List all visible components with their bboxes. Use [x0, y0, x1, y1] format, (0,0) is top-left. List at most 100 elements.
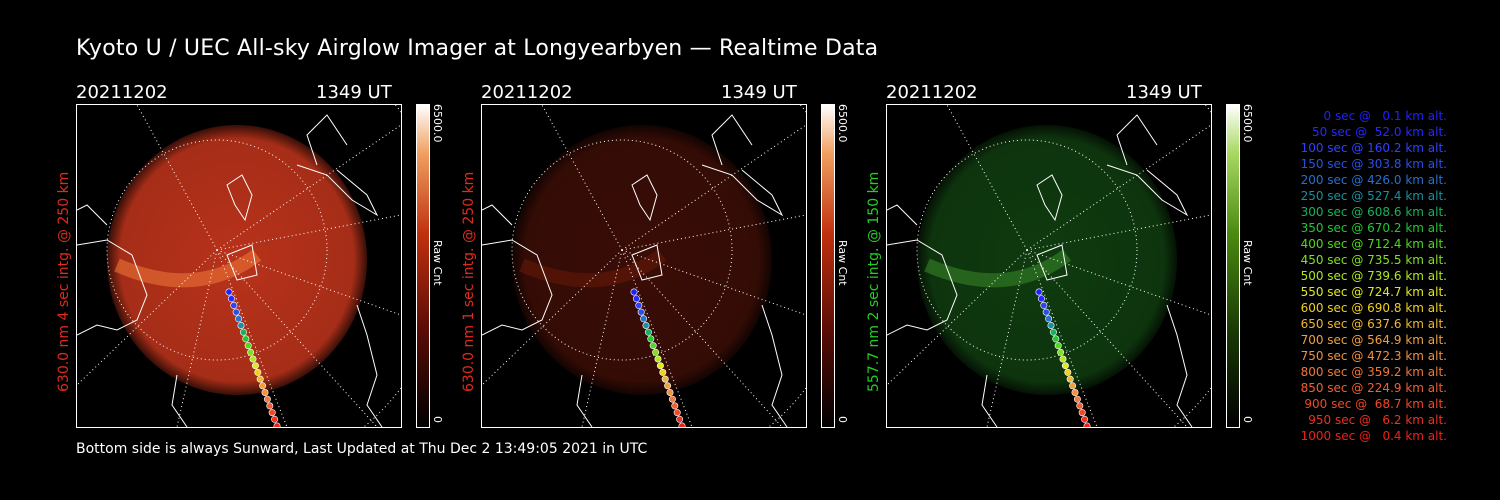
trajectory-point [630, 288, 638, 296]
colorbar-min-label: 0 [1241, 416, 1254, 423]
legend-row: 400 sec @ 712.4 km alt. [1296, 237, 1447, 251]
footer-note: Bottom side is always Sunward, Last Upda… [76, 441, 648, 457]
trajectory-point [1045, 315, 1053, 323]
colorbar-max-label: 6500.0 [431, 104, 444, 143]
legend-row: 300 sec @ 608.6 km alt. [1296, 205, 1447, 219]
panel-time: 1349 UT [1126, 82, 1202, 103]
trajectory-point [1064, 368, 1072, 376]
trajectory-point [256, 375, 264, 383]
trajectory-point [271, 415, 279, 423]
trajectory-point [263, 395, 271, 403]
trajectory-point [644, 328, 652, 336]
trajectory-point [635, 301, 643, 309]
trajectory-point [235, 315, 243, 323]
legend-row: 150 sec @ 303.8 km alt. [1296, 157, 1447, 171]
legend-row: 550 sec @ 724.7 km alt. [1296, 285, 1447, 299]
trajectory-point [273, 422, 281, 427]
colorbar-max-label: 6500.0 [836, 104, 849, 143]
legend-row: 100 sec @ 160.2 km alt. [1296, 141, 1447, 155]
trajectory-point [673, 409, 681, 417]
colorbar-unit-label: Raw Cnt [1241, 240, 1254, 286]
panel-2: 20211202 1349 UT 630.0 nm 1 sec intg. @ … [461, 80, 901, 430]
panel-date: 20211202 [481, 82, 573, 103]
legend-row: 950 sec @ 6.2 km alt. [1304, 413, 1447, 427]
trajectory-point [676, 415, 684, 423]
legend-row: 0 sec @ 0.1 km alt. [1312, 109, 1447, 123]
legend-row: 700 sec @ 564.9 km alt. [1296, 333, 1447, 347]
trajectory-point [239, 328, 247, 336]
trajectory-point [249, 355, 257, 363]
colorbar-max-label: 6500.0 [1241, 104, 1254, 143]
panel-time: 1349 UT [721, 82, 797, 103]
trajectory-point [1073, 395, 1081, 403]
trajectory-point [1076, 402, 1084, 410]
trajectory-point [268, 409, 276, 417]
trajectory-point [1059, 355, 1067, 363]
panel-date: 20211202 [886, 82, 978, 103]
trajectory-point [664, 382, 672, 390]
trajectory-point [1052, 335, 1060, 343]
panel-time: 1349 UT [316, 82, 392, 103]
legend-row: 350 sec @ 670.2 km alt. [1296, 221, 1447, 235]
trajectory-point [640, 315, 648, 323]
trajectory-point [1047, 322, 1055, 330]
trajectory-point [642, 322, 650, 330]
legend-row: 200 sec @ 426.0 km alt. [1296, 173, 1447, 187]
trajectory-point [652, 348, 660, 356]
colorbar [821, 104, 835, 428]
trajectory-point [1078, 409, 1086, 417]
wavelength-label: 557.7 nm 2 sec intg. @ 150 km [866, 171, 882, 392]
panel-3: 20211202 1349 UT 557.7 nm 2 sec intg. @ … [866, 80, 1306, 430]
legend-row: 500 sec @ 739.6 km alt. [1296, 269, 1447, 283]
aurora-arc [519, 249, 667, 288]
trajectory-point [227, 295, 235, 303]
legend-row: 800 sec @ 359.2 km alt. [1296, 365, 1447, 379]
legend-row: 900 sec @ 68.7 km alt. [1300, 397, 1447, 411]
page-title: Kyoto U / UEC All-sky Airglow Imager at … [76, 36, 879, 61]
trajectory-point [1054, 342, 1062, 350]
allsky-image [886, 104, 1212, 428]
trajectory-point [661, 375, 669, 383]
trajectory-point [1081, 415, 1089, 423]
aurora-arc [924, 249, 1072, 288]
trajectory-point [1049, 328, 1057, 336]
wavelength-label: 630.0 nm 1 sec intg. @ 250 km [461, 171, 477, 392]
trajectory-point [1042, 308, 1050, 316]
wavelength-label: 630.0 nm 4 sec intg. @ 250 km [56, 171, 72, 392]
trajectory-point [1057, 348, 1065, 356]
trajectory-point [1040, 301, 1048, 309]
trajectory-point [247, 348, 255, 356]
colorbar-min-label: 0 [431, 416, 444, 423]
colorbar [1226, 104, 1240, 428]
trajectory-point [254, 368, 262, 376]
trajectory-point [232, 308, 240, 316]
legend-row: 1000 sec @ 0.4 km alt. [1300, 429, 1447, 443]
trajectory-point [261, 388, 269, 396]
trajectory-point [637, 308, 645, 316]
colorbar [416, 104, 430, 428]
trajectory-point [259, 382, 267, 390]
trajectory-point [671, 402, 679, 410]
trajectory-point [632, 295, 640, 303]
legend-row: 650 sec @ 637.6 km alt. [1296, 317, 1447, 331]
legend-row: 850 sec @ 224.9 km alt. [1296, 381, 1447, 395]
trajectory-point [225, 288, 233, 296]
trajectory-point [244, 342, 252, 350]
trajectory-point [1061, 362, 1069, 370]
trajectory-point [1071, 388, 1079, 396]
trajectory-point [1069, 382, 1077, 390]
legend-row: 600 sec @ 690.8 km alt. [1296, 301, 1447, 315]
colorbar-unit-label: Raw Cnt [431, 240, 444, 286]
panel-date: 20211202 [76, 82, 168, 103]
colorbar-unit-label: Raw Cnt [836, 240, 849, 286]
trajectory-point [656, 362, 664, 370]
trajectory-point [1083, 422, 1091, 427]
panel-1: 20211202 1349 UT 630.0 nm 4 sec intg. @ … [56, 80, 496, 430]
trajectory-point [1037, 295, 1045, 303]
trajectory-point [237, 322, 245, 330]
allsky-image [76, 104, 402, 428]
aurora-arc [114, 249, 262, 288]
trajectory-point [251, 362, 259, 370]
trajectory-point [654, 355, 662, 363]
trajectory-point [647, 335, 655, 343]
